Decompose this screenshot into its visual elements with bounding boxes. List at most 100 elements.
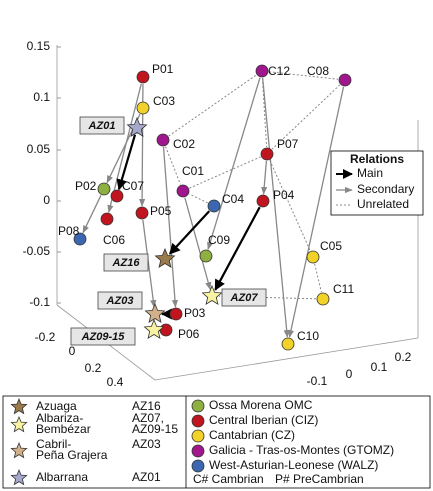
legend-zone-dot <box>191 414 205 428</box>
legend-star <box>10 397 28 415</box>
relations-item: Secondary <box>357 182 414 196</box>
site-node <box>97 182 111 196</box>
unr-edge <box>189 193 208 204</box>
legend-star <box>10 415 28 433</box>
y-tick-label: -0.1 <box>307 374 328 388</box>
z-tick-label: -0.1 <box>29 295 50 309</box>
site-node <box>169 307 183 321</box>
unr-edge <box>271 84 341 150</box>
node-label: P06 <box>178 327 200 341</box>
z-tick-label: 0.1 <box>33 90 50 104</box>
sec-edge <box>162 146 179 308</box>
star-label: AZ03 <box>106 295 134 307</box>
node-label: C02 <box>173 137 195 151</box>
site-name: Albarrana <box>36 470 88 484</box>
site-node <box>176 184 190 198</box>
unr-edge <box>189 156 261 189</box>
site-node <box>255 64 269 78</box>
star-label-box <box>79 116 125 135</box>
star-label-box <box>70 327 136 346</box>
legend-zone-dot <box>191 459 205 473</box>
sec-edge <box>207 77 261 251</box>
node-label: C08 <box>307 64 329 78</box>
site-name: Albariza- <box>36 411 83 425</box>
zone-name: Galicia - Tras-os-Montes (GTOMZ) <box>209 443 394 457</box>
x-tick-label: 0.2 <box>85 361 102 375</box>
sec-edge <box>82 195 102 234</box>
node-label: C11 <box>333 282 354 296</box>
relations-item: Unrelated <box>357 197 409 211</box>
star-site <box>154 247 176 268</box>
site-node <box>306 250 320 264</box>
x-tick-label: -0.2 <box>35 330 56 344</box>
site-code: AZ07, <box>132 411 164 425</box>
site-node <box>338 73 352 87</box>
site-name: Azuaga <box>36 399 77 413</box>
relations-title: Relations <box>350 152 404 166</box>
star-label: AZ16 <box>112 257 141 269</box>
y-tick-label: 0.2 <box>395 350 412 364</box>
y-tick-label: 0 <box>346 367 353 381</box>
unr-edge <box>314 263 322 293</box>
zone-name: West-Asturian-Leonese (WALZ) <box>209 458 378 472</box>
legend-zone-dot <box>191 429 205 443</box>
x-tick-label: 0.4 <box>107 375 124 389</box>
unr-edge <box>261 77 268 148</box>
y-tick-label: 0.1 <box>371 360 388 374</box>
node-label: P01 <box>152 62 174 76</box>
sec-edge <box>261 160 268 195</box>
node-label: P07 <box>277 137 299 151</box>
site-node <box>156 133 170 147</box>
site-code: AZ09-15 <box>132 422 178 436</box>
star-label: AZ07 <box>230 292 259 304</box>
site-code: AZ03 <box>132 437 161 451</box>
site-node <box>136 70 150 84</box>
legend-zone-dot <box>191 444 205 458</box>
unr-edge <box>269 160 311 251</box>
legend-note: C# Cambrian <box>193 472 264 486</box>
relations-item: Main <box>357 166 383 180</box>
main-edge <box>116 134 137 191</box>
star-label-box <box>97 291 143 310</box>
node-label: C05 <box>320 239 342 253</box>
z-tick-label: 0.05 <box>27 142 51 156</box>
site-node <box>256 194 270 208</box>
node-label: C01 <box>182 164 204 178</box>
node-label: C03 <box>153 94 175 108</box>
zone-name: Central Iberian (CIZ) <box>209 413 318 427</box>
legend-star <box>10 441 28 459</box>
site-node <box>110 189 124 203</box>
node-label: C07 <box>122 179 144 193</box>
node-label: C10 <box>297 329 319 343</box>
sec-edge <box>184 197 212 291</box>
unr-edge <box>165 146 181 185</box>
site-node <box>316 292 330 306</box>
legend-zone-dot <box>191 399 205 413</box>
star-label-box <box>221 288 267 307</box>
zone-name: Ossa Morena OMC <box>209 398 313 412</box>
site-name: Peña Grajera <box>36 448 108 462</box>
site-node <box>100 212 114 226</box>
site-node <box>207 199 221 213</box>
sec-edge <box>262 77 290 338</box>
legend-frame <box>2 395 431 489</box>
zone-name: Cantabrian (CZ) <box>209 428 295 442</box>
main-edge <box>214 206 261 291</box>
node-label: P04 <box>273 188 295 202</box>
site-node <box>135 206 149 220</box>
node-label: C06 <box>103 233 125 247</box>
main-edge <box>168 210 211 255</box>
z-tick-label: -0.05 <box>23 244 51 258</box>
site-node <box>281 337 295 351</box>
site-name: Cabril- <box>36 437 71 451</box>
node-label: P08 <box>58 224 80 238</box>
star-site <box>126 116 148 137</box>
star-site <box>201 284 223 305</box>
star-site <box>143 318 165 339</box>
sec-edge <box>142 219 157 308</box>
legend-star <box>10 468 28 486</box>
z-tick-label: 0.15 <box>27 39 51 53</box>
star-label: AZ09-15 <box>81 331 126 343</box>
site-node <box>260 147 274 161</box>
